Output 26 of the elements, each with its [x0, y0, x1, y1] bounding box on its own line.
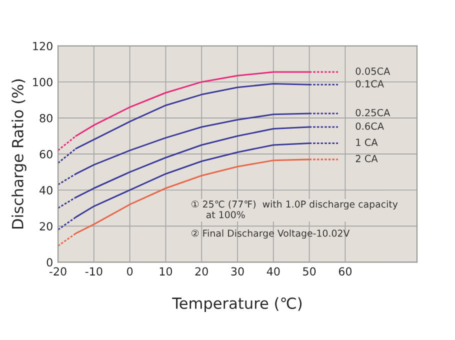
y-tick-label: 60	[40, 150, 52, 158]
x-tick-label: -20	[49, 267, 66, 276]
y-tick-label: 120	[33, 42, 52, 50]
y-tick-label: 100	[33, 78, 52, 86]
annotation: ② Final Discharge Voltage-10.02V	[192, 229, 350, 239]
annotation: ① 25℃ (77℉) with 1.0P discharge capacity at 100%	[192, 200, 398, 218]
y-tick-label: 40	[40, 186, 52, 194]
y-tick-label: 20	[40, 222, 52, 230]
y-tick-label: 80	[40, 114, 52, 122]
text: 0.1CA	[356, 80, 384, 88]
x-tick-label: 60	[338, 267, 352, 276]
x-tick-label: -10	[85, 267, 102, 276]
x-tick-label: 0	[127, 267, 133, 276]
y-axis-title: Discharge Ratio (%)	[12, 79, 26, 228]
text: 0.6CA	[356, 122, 384, 130]
x-tick-label: 30	[231, 267, 244, 276]
x-tick-label: 10	[160, 267, 172, 276]
x-axis-title: Temperature (℃)	[172, 297, 302, 312]
x-tick-label: 50	[303, 267, 316, 276]
text: 0.05CA	[356, 67, 390, 75]
x-tick-label: 40	[266, 267, 280, 276]
text: 0.25CA	[356, 108, 390, 116]
text: 1 CA	[356, 138, 378, 146]
x-tick-label: 20	[195, 267, 208, 276]
text: 2 CA	[356, 154, 378, 162]
y-tick-label: 0	[46, 258, 52, 267]
